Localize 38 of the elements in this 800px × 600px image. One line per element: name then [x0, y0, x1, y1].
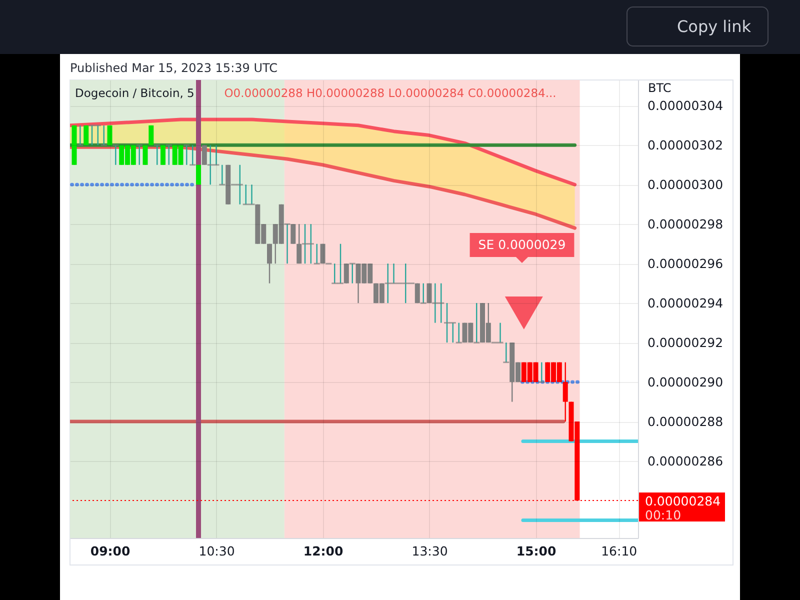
ref-line-label: 0.00000284 [645, 493, 721, 508]
x-tick-label: 12:00 [303, 544, 344, 558]
candlestick [166, 144, 172, 166]
candlestick [538, 362, 545, 383]
candlestick [100, 124, 107, 146]
y-tick-label: 0.00000294 [648, 296, 724, 311]
candlestick [562, 362, 568, 422]
y-tick-label: 0.00000296 [648, 256, 724, 272]
y-tick-label: 0.00000290 [648, 374, 724, 390]
candlestick [190, 144, 196, 166]
y-tick-label: 0.00000302 [648, 138, 724, 153]
line-series [70, 118, 577, 186]
text: Dogecoin / Bitcoin, 5 [75, 86, 194, 100]
y-tick-label: 0.00000304 [648, 98, 724, 114]
text: Copy link [677, 17, 752, 36]
candlestick [112, 144, 119, 166]
line-series [70, 145, 577, 230]
candlestick [154, 144, 160, 166]
text: O0.00000288 H0.00000288 L0.00000284 C0.00000284... [224, 86, 556, 100]
x-tick-label: 13:30 [412, 544, 448, 558]
x-tick-label: 15:00 [516, 544, 556, 558]
candlestick [136, 144, 142, 166]
y-tick-label: 0.00000298 [648, 216, 724, 232]
y-axis-title: BTC [648, 81, 672, 95]
y-tick-label: 0.00000300 [648, 177, 724, 192]
x-tick-label: 16:10 [601, 544, 638, 558]
text: Published Mar 15, 2023 15:39 UTC [70, 61, 278, 75]
x-tick-label: 10:30 [198, 544, 235, 558]
candlestick [142, 144, 148, 166]
x-tick-label: 09:00 [90, 544, 130, 558]
y-tick-label: 0.00000288 [648, 414, 724, 430]
text: 00:10 [645, 507, 682, 522]
annotation: SE 0.0000029 [478, 237, 566, 252]
candlestick [267, 243, 272, 284]
candlestick [77, 124, 84, 146]
y-tick-label: 0.00000292 [648, 335, 724, 350]
candlestick [184, 144, 190, 166]
y-tick-label: 0.00000286 [648, 454, 724, 469]
